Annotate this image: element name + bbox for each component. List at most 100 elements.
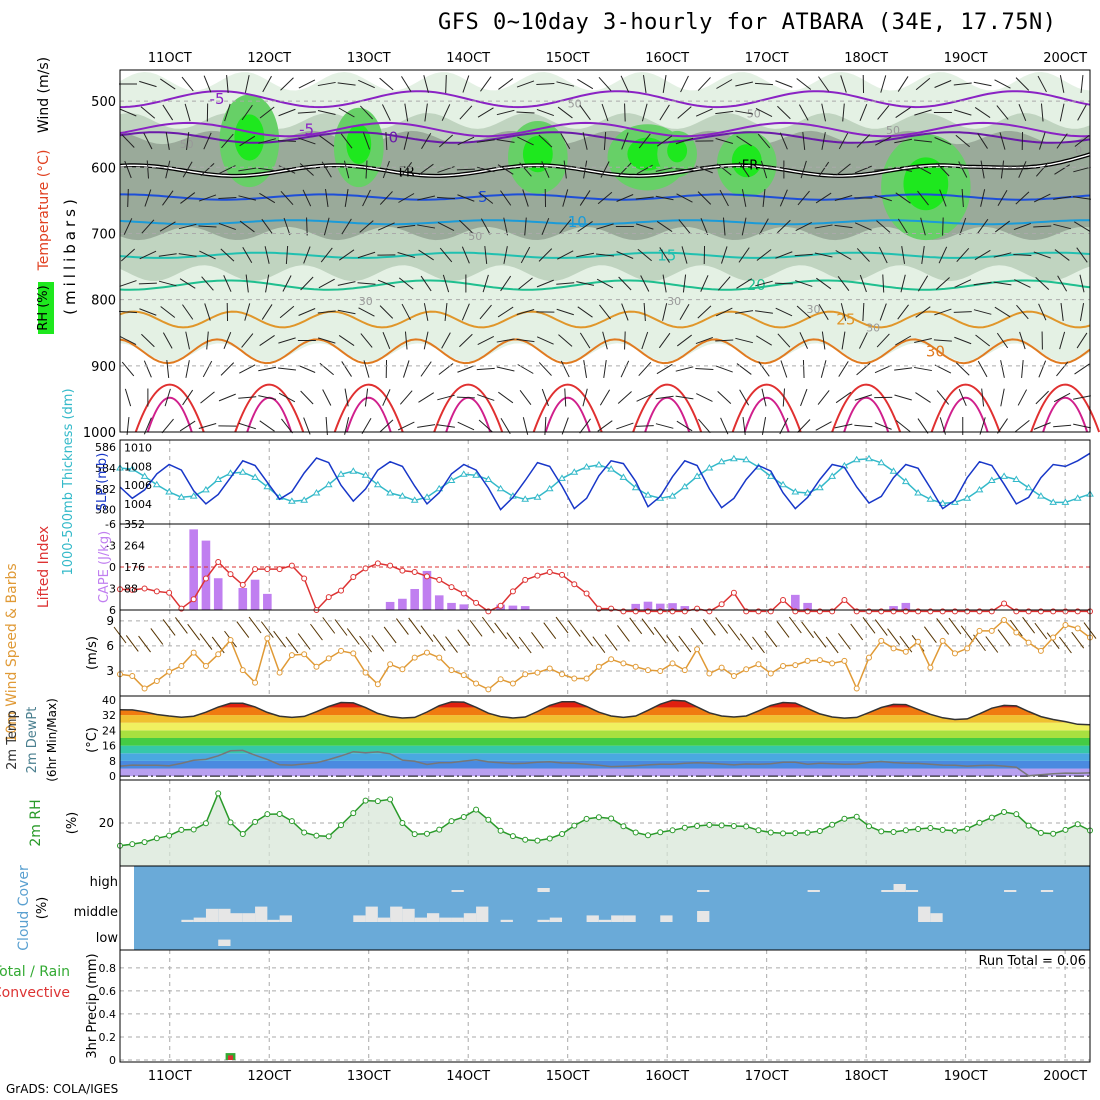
wind10m-point (288, 652, 295, 659)
thickness-point (742, 455, 751, 463)
wind10m-point (608, 656, 615, 663)
cloud-cell (623, 915, 636, 922)
wind-barb (538, 248, 553, 262)
rh2m-point (841, 815, 848, 822)
bottom-time-label: 20OCT (1043, 1069, 1087, 1084)
wind-barb (595, 253, 615, 257)
rh-blob-bright (667, 139, 688, 163)
wind-barb (1033, 193, 1051, 203)
wind-barb (878, 246, 888, 264)
wind-barb (221, 133, 234, 149)
wind-barb (756, 335, 772, 346)
wind10m-point (620, 660, 627, 667)
cloud-axis-label: Cloud Cover (16, 865, 32, 951)
cape-tick-label: 264 (124, 540, 145, 553)
wind-barb (758, 361, 770, 377)
thickness-point (705, 464, 714, 471)
wind-barb (423, 303, 429, 321)
wind-barb-10m (813, 631, 827, 648)
wind-barb (306, 217, 308, 236)
wind-barb (160, 306, 176, 318)
temp-surface-loop (942, 397, 989, 433)
cape-bar (434, 595, 444, 610)
wind-barb (321, 161, 332, 178)
wind-barb (997, 418, 1008, 434)
wind-barb-10m (666, 635, 679, 652)
rh2m-point (546, 835, 553, 842)
wind10m-point (546, 665, 553, 672)
cloud-cell (549, 917, 563, 922)
thickness-point (1061, 498, 1070, 505)
thickness-point (1024, 483, 1033, 491)
wind-barb (500, 418, 511, 434)
temp-contour-line (119, 121, 1091, 138)
wind-barb (358, 307, 375, 317)
rh2m-point (620, 823, 627, 830)
wind-barb (914, 109, 932, 116)
rh-contour-label: 50 (886, 124, 900, 137)
wind-barb (741, 217, 747, 236)
wind-barb (800, 160, 807, 179)
cloud-cell (353, 915, 366, 922)
wind-barb (180, 192, 196, 204)
wind-barb (735, 81, 754, 87)
wind-barb (655, 423, 674, 429)
rh2m-point (706, 821, 713, 828)
wind-barb (363, 360, 370, 378)
pressure-tick-label: 1000 (83, 426, 116, 441)
wind-barb (338, 335, 355, 346)
wind-barb (958, 389, 967, 406)
rh-contour-label: 50 (568, 98, 582, 111)
wind10m-point (595, 663, 602, 670)
credit-text: GrADS: COLA/IGES (6, 1082, 119, 1096)
wind-barb (1018, 161, 1027, 178)
precip-tick-label: 0.2 (99, 1031, 117, 1044)
wind-barb (579, 418, 591, 434)
wind-barb (1019, 331, 1026, 350)
lifted-index-point (1001, 600, 1008, 607)
top-time-label: 19OCT (944, 51, 988, 66)
temp-surface-loop (134, 383, 205, 433)
wind10m-point (644, 667, 651, 674)
wind-barb (357, 251, 376, 259)
rh2m-point (374, 798, 381, 805)
wind-barb (338, 249, 355, 261)
wind-barb (579, 104, 591, 121)
wind-barb (818, 304, 829, 320)
rh2m-point (239, 830, 246, 837)
thickness-point (189, 492, 198, 499)
pressure-tick-label: 700 (91, 227, 116, 242)
wind10m-point (681, 667, 688, 674)
temp-tick-label: 24 (102, 724, 116, 737)
cloud-cell (905, 890, 919, 892)
wind-barb (994, 306, 1011, 318)
temp-surface-loop (345, 397, 392, 433)
wind-barb (917, 275, 929, 292)
pressure-tick-label: 900 (91, 360, 116, 375)
wind-barb (676, 193, 693, 203)
thickness-point (288, 497, 296, 504)
wind-barb (121, 361, 135, 377)
wind10m-point (522, 671, 529, 678)
wind-barb-10m (236, 621, 250, 638)
wind-barb (559, 219, 572, 234)
wind10m-point (1001, 617, 1008, 624)
pressure-axis-label: (millibars) (61, 195, 79, 315)
rh2m-point (878, 828, 885, 835)
wind-barb (244, 75, 250, 93)
rh2m-point (976, 819, 983, 826)
wind-barb (958, 161, 968, 178)
wind-barb-10m (531, 631, 544, 649)
wind-barb (477, 335, 494, 346)
lifted-index-point (730, 589, 737, 596)
wind-barb (420, 275, 432, 292)
temp-axis-label-2: 2m DewPt (25, 707, 40, 774)
wind-barb (583, 360, 588, 378)
wind-barb (317, 81, 336, 87)
thickness-point (865, 454, 873, 462)
temp-surface-loop (843, 397, 890, 433)
thickness-tick-label: 580 (95, 504, 116, 517)
wind-barb (418, 163, 434, 176)
cloud-cell (218, 908, 231, 922)
wind-barb (576, 281, 595, 286)
